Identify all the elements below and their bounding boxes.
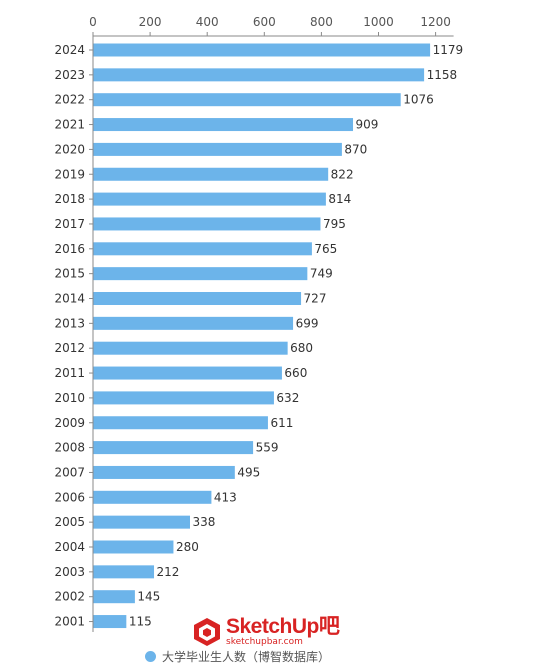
value-label: 1179 [433,43,464,57]
bar [93,565,155,579]
bar [93,68,425,82]
year-label: 2023 [54,68,85,82]
bar [93,540,174,554]
bar [93,590,135,604]
bar [93,316,294,330]
bar [93,43,431,57]
year-label: 2013 [54,316,85,330]
value-label: 749 [310,267,333,281]
year-label: 2018 [54,192,85,206]
x-tick-label: 0 [89,15,97,29]
x-tick-label: 600 [253,15,276,29]
bar [93,465,235,479]
year-label: 2003 [54,565,85,579]
bar [93,267,308,281]
year-label: 2006 [54,490,85,504]
year-label: 2020 [54,142,85,156]
bar [93,441,254,455]
year-label: 2021 [54,118,85,132]
value-label: 1158 [427,68,458,82]
value-label: 727 [304,292,327,306]
year-label: 2016 [54,242,85,256]
watermark-url: sketchupbar.com [226,637,303,647]
value-label: 699 [296,316,319,330]
legend[interactable]: 大学毕业生人数（博智数据库） [145,648,330,665]
bar [93,391,274,405]
x-tick-label: 400 [196,15,219,29]
bar [93,515,190,529]
year-label: 2017 [54,217,85,231]
x-tick-label: 800 [310,15,333,29]
bar [93,292,302,305]
value-label: 559 [256,441,279,455]
bar [93,366,282,380]
legend-label: 大学毕业生人数（博智数据库） [162,650,331,664]
value-label: 338 [192,515,215,529]
year-label: 2024 [54,43,85,57]
bar [93,167,329,181]
bar [93,142,342,156]
year-label: 2015 [54,267,85,281]
year-label: 2022 [54,93,85,107]
value-label: 212 [157,565,180,579]
bar [93,615,127,629]
year-label: 2012 [54,341,85,355]
watermark-title: SketchUp吧 [226,615,340,638]
value-label: 660 [284,366,307,380]
value-label: 632 [276,391,299,405]
watermark: SketchUp吧 sketchupbar.com [192,615,340,647]
legend-marker [145,651,156,662]
value-label: 280 [176,540,199,554]
value-label: 822 [331,167,354,181]
bar [93,118,354,132]
value-label: 115 [129,615,152,629]
value-label: 765 [314,242,337,256]
sketchup-logo-icon [192,617,222,647]
year-label: 2002 [54,590,85,604]
x-tick-label: 1200 [420,15,451,29]
value-label: 413 [214,490,237,504]
value-label: 495 [237,465,260,479]
year-label: 2011 [54,366,85,380]
value-label: 909 [356,118,379,132]
year-label: 2014 [54,292,85,306]
value-label: 795 [323,217,346,231]
value-label: 145 [137,590,160,604]
bar [93,341,288,355]
bar [93,192,326,206]
x-tick-label: 200 [139,15,162,29]
year-label: 2010 [54,391,85,405]
bar [93,217,321,231]
bar [93,93,401,107]
year-label: 2001 [54,615,85,629]
value-label: 870 [344,142,367,156]
value-label: 814 [328,192,351,206]
bar [93,416,268,430]
year-label: 2009 [54,416,85,430]
year-label: 2005 [54,515,85,529]
value-label: 680 [290,341,313,355]
year-label: 2004 [54,540,85,554]
year-label: 2008 [54,441,85,455]
year-label: 2019 [54,167,85,181]
value-label: 1076 [403,93,434,107]
value-label: 611 [270,416,293,430]
x-tick-label: 1000 [363,15,394,29]
year-label: 2007 [54,465,85,479]
bar [93,242,312,256]
bar [93,490,212,504]
